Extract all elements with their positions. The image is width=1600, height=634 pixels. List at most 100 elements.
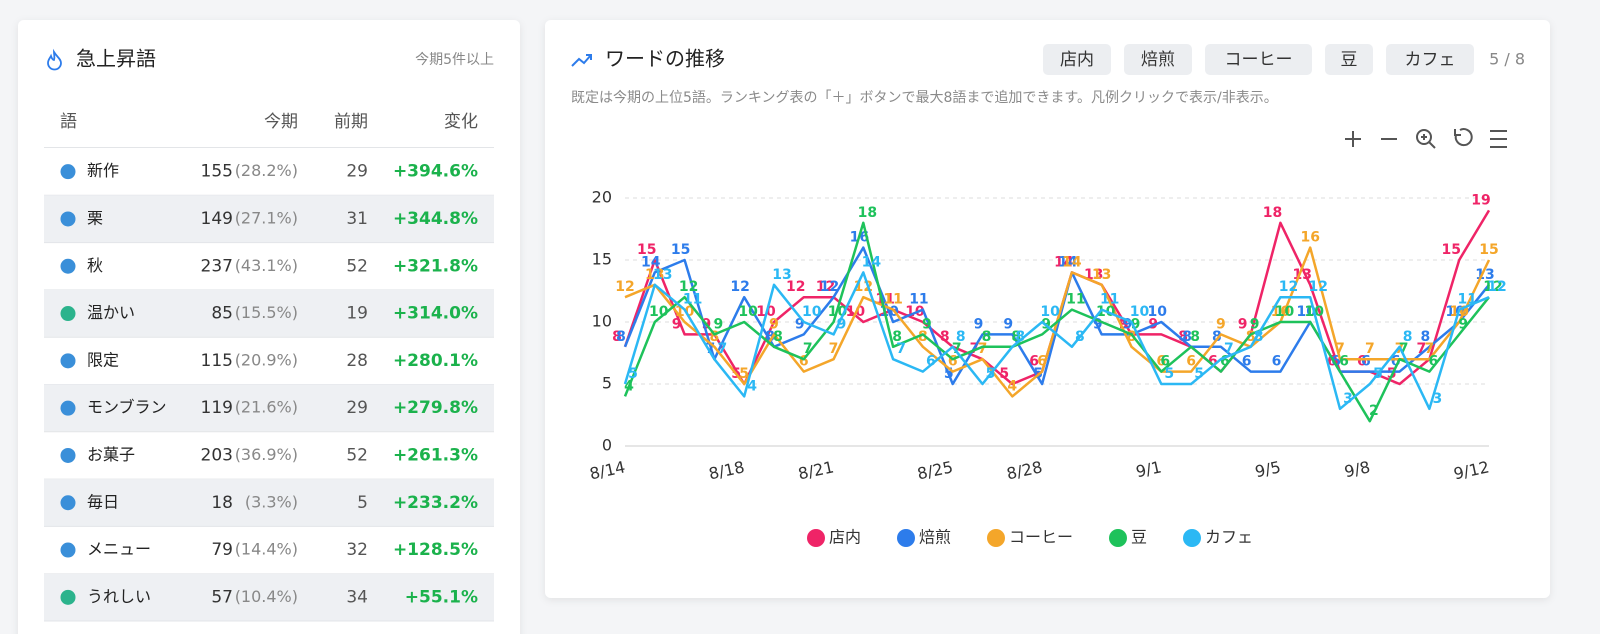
current-count: 79 xyxy=(211,540,233,560)
data-label: 7 xyxy=(1399,341,1409,357)
data-label: 11 xyxy=(883,292,902,308)
legend-item[interactable]: 豆 xyxy=(1109,528,1147,548)
chip-background xyxy=(1205,44,1312,75)
reset-button[interactable] xyxy=(1454,128,1473,147)
data-label: 4 xyxy=(1007,378,1017,394)
chip-count: 5 / 8 xyxy=(1489,50,1525,69)
data-label: 6 xyxy=(1208,354,1218,370)
table-row: モンブラン 119 (21.6%) 29 +279.8% xyxy=(44,384,494,433)
zoom-in-button[interactable] xyxy=(1345,131,1361,147)
data-label: 8 xyxy=(1246,329,1256,345)
row-background xyxy=(44,384,494,432)
data-label: 8 xyxy=(1190,329,1200,345)
chip-background xyxy=(1043,44,1111,75)
data-label: 9 xyxy=(1216,316,1226,332)
data-label: 14 xyxy=(862,254,882,270)
previous-count: 31 xyxy=(346,209,368,229)
data-label: 9 xyxy=(1458,316,1468,332)
word-chip[interactable]: 焙煎 xyxy=(1124,44,1192,75)
data-label: 8 xyxy=(956,329,966,345)
table-row: 毎日 18 (3.3%) 5 +233.2% xyxy=(44,479,494,527)
data-label: 6 xyxy=(1429,354,1439,370)
chart-description: 既定は今期の上位5語。ランキング表の「＋」ボタンで最大8語まで追加できます。凡例… xyxy=(571,90,1278,106)
current-share: (3.3%) xyxy=(245,492,298,511)
word-chip[interactable]: 豆 xyxy=(1325,44,1373,75)
zoom-button[interactable] xyxy=(1416,129,1436,149)
current-share: (15.5%) xyxy=(235,303,298,322)
menu-button[interactable] xyxy=(1490,130,1507,148)
current-share: (21.6%) xyxy=(235,398,298,417)
data-label: 14 xyxy=(1054,254,1074,270)
word-chip[interactable]: カフェ xyxy=(1386,44,1474,75)
word-dot xyxy=(60,400,76,416)
current-share: (43.1%) xyxy=(235,256,298,275)
data-label: 7 xyxy=(1425,341,1435,357)
data-label: 9 xyxy=(1238,316,1248,332)
trend-icon xyxy=(571,54,592,67)
data-label: 11 xyxy=(683,292,702,308)
data-label: 5 xyxy=(986,366,996,382)
legend-label: 店内 xyxy=(829,528,861,547)
data-label: 11 xyxy=(909,292,928,308)
current-count: 119 xyxy=(201,398,233,418)
data-label: 15 xyxy=(1479,242,1498,258)
data-label: 6 xyxy=(1186,354,1196,370)
current-count: 203 xyxy=(201,445,233,465)
table-row: メニュー 79 (14.4%) 32 +128.5% xyxy=(44,540,494,575)
data-label: 13 xyxy=(772,267,791,283)
current-count: 237 xyxy=(201,256,233,276)
data-label: 8 xyxy=(892,329,902,345)
data-label: 8 xyxy=(710,329,720,345)
word-chip[interactable]: 店内 xyxy=(1043,44,1111,75)
legend-marker xyxy=(897,529,915,547)
data-label: 10 xyxy=(738,304,758,320)
data-label: 16 xyxy=(1300,230,1319,246)
data-label: 8 xyxy=(1015,329,1025,345)
word-dot xyxy=(60,447,76,463)
current-share: (14.4%) xyxy=(235,540,298,559)
data-label: 8 xyxy=(612,329,622,345)
data-label: 5 xyxy=(944,366,954,382)
legend-item[interactable]: 店内 xyxy=(807,528,861,548)
legend-item[interactable]: 焙煎 xyxy=(897,528,951,548)
column-header: 今期 xyxy=(264,112,298,132)
current-count: 155 xyxy=(201,162,233,182)
data-label: 11 xyxy=(1066,292,1085,308)
data-label: 9 xyxy=(1250,316,1260,332)
data-label: 7 xyxy=(718,341,728,357)
y-tick-label: 0 xyxy=(602,436,612,455)
data-label: 9 xyxy=(1123,316,1133,332)
word: モンブラン xyxy=(87,398,167,417)
data-label: 9 xyxy=(795,316,805,332)
change: +261.3% xyxy=(393,445,478,465)
word-chip[interactable]: コーヒー xyxy=(1205,44,1312,75)
previous-count: 19 xyxy=(346,304,368,324)
data-label: 6 xyxy=(1357,354,1367,370)
data-label: 12 xyxy=(786,279,805,295)
series-line xyxy=(623,246,1490,386)
data-label: 5 xyxy=(739,366,749,382)
table-row: 栗 149 (27.1%) 31 +344.8% xyxy=(44,195,494,244)
data-label: 14 xyxy=(641,254,661,270)
previous-count: 29 xyxy=(346,162,368,182)
data-label: 9 xyxy=(922,316,932,332)
legend-label: カフェ xyxy=(1205,528,1253,547)
word: 新作 xyxy=(87,161,119,180)
previous-count: 29 xyxy=(346,398,368,418)
data-label: 6 xyxy=(1156,354,1166,370)
previous-count: 32 xyxy=(346,540,368,560)
legend-item[interactable]: コーヒー xyxy=(987,528,1073,548)
data-label: 18 xyxy=(1263,205,1282,221)
data-label: 8 xyxy=(1182,329,1192,345)
word-dot xyxy=(60,164,76,180)
current-share: (36.9%) xyxy=(235,445,298,464)
data-label: 9 xyxy=(769,316,779,332)
word: 秋 xyxy=(87,256,103,275)
data-label: 10 xyxy=(1275,304,1295,320)
legend-item[interactable]: カフェ xyxy=(1183,528,1253,548)
data-label: 6 xyxy=(799,354,809,370)
current-share: (27.1%) xyxy=(235,208,298,227)
row-background xyxy=(44,289,494,338)
data-label: 3 xyxy=(1433,391,1443,407)
